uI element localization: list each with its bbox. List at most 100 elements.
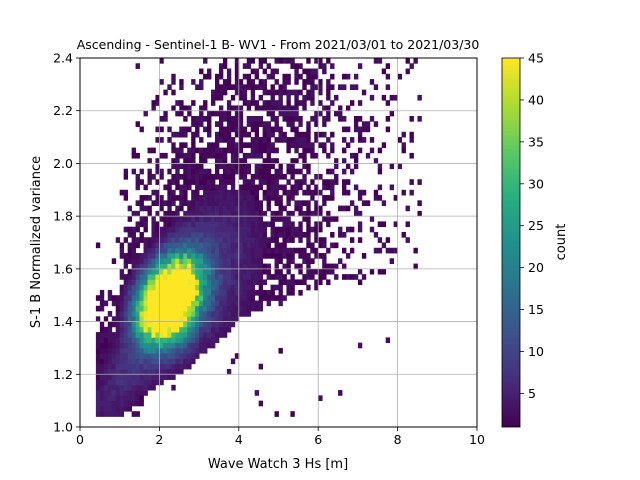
- heatmap-cell: [159, 263, 164, 270]
- heatmap-cell: [143, 390, 148, 396]
- heatmap-cell: [318, 253, 323, 259]
- heatmap-cell: [175, 184, 180, 191]
- heatmap-cell: [310, 210, 315, 217]
- heatmap-cell: [155, 126, 160, 133]
- heatmap-cell: [195, 163, 200, 170]
- heatmap-cell: [127, 284, 133, 291]
- heatmap-cell: [143, 268, 148, 275]
- heatmap-cell: [250, 253, 256, 259]
- heatmap-cell: [143, 363, 148, 370]
- heatmap-cell: [163, 226, 168, 233]
- heatmap-cell: [218, 205, 224, 212]
- heatmap-cell: [203, 173, 208, 180]
- heatmap-cell: [127, 311, 133, 317]
- heatmap-cell: [195, 184, 200, 191]
- heatmap-cell: [274, 226, 279, 233]
- heatmap-cell: [298, 152, 303, 159]
- heatmap-cell: [131, 279, 136, 286]
- heatmap-cell: [123, 237, 129, 243]
- heatmap-cell: [218, 332, 224, 338]
- heatmap-cell: [377, 237, 383, 243]
- heatmap-cell: [163, 311, 168, 317]
- heatmap-cell: [294, 231, 299, 238]
- heatmap-cell: [151, 374, 156, 380]
- heatmap-cell: [214, 221, 220, 228]
- heatmap-cell: [95, 342, 101, 349]
- heatmap-cell: [377, 168, 383, 175]
- heatmap-cell: [242, 200, 248, 206]
- heatmap-cell: [95, 374, 101, 380]
- heatmap-cell: [326, 94, 331, 101]
- heatmap-cell: [278, 274, 283, 280]
- heatmap-cell: [111, 411, 117, 417]
- heatmap-cell: [270, 189, 275, 196]
- heatmap-cell: [226, 300, 232, 307]
- heatmap-cell: [274, 210, 279, 217]
- heatmap-cell: [294, 115, 299, 122]
- heatmap-cell: [139, 316, 144, 322]
- heatmap-cell: [159, 205, 164, 212]
- heatmap-cell: [246, 121, 252, 127]
- heatmap-cell: [131, 411, 136, 417]
- heatmap-cell: [147, 374, 152, 380]
- heatmap-cell: [306, 205, 311, 212]
- heatmap-cell: [218, 284, 224, 291]
- heatmap-cell: [246, 152, 252, 159]
- heatmap-cell: [195, 84, 200, 91]
- heatmap-cell: [254, 137, 260, 143]
- heatmap-cell: [266, 205, 271, 212]
- heatmap-cell: [191, 268, 196, 275]
- heatmap-cell: [211, 300, 216, 307]
- heatmap-cell: [278, 84, 283, 91]
- heatmap-cell: [155, 274, 160, 280]
- heatmap-cell: [95, 390, 101, 396]
- heatmap-cell: [302, 274, 307, 280]
- heatmap-cell: [409, 179, 414, 185]
- heatmap-cell: [199, 305, 204, 312]
- heatmap-cell: [151, 332, 156, 338]
- heatmap-cell: [175, 311, 180, 317]
- heatmap-cell: [195, 231, 200, 238]
- heatmap-cell: [318, 110, 323, 117]
- colorbar-tick-label: 10: [528, 344, 544, 359]
- heatmap-cell: [183, 263, 188, 270]
- heatmap-cell: [218, 94, 224, 101]
- heatmap-cell: [278, 258, 283, 264]
- heatmap-cell: [99, 337, 105, 344]
- heatmap-cell: [342, 84, 347, 91]
- heatmap-cell: [234, 68, 240, 75]
- heatmap-cell: [127, 337, 133, 344]
- heatmap-cell: [230, 84, 236, 91]
- heatmap-cell: [179, 295, 184, 301]
- heatmap-cell: [250, 258, 256, 264]
- heatmap-cell: [314, 284, 319, 291]
- heatmap-cell: [238, 305, 244, 312]
- heatmap-cell: [143, 326, 148, 333]
- heatmap-cell: [191, 342, 196, 349]
- heatmap-cell: [353, 115, 359, 122]
- heatmap-cell: [238, 137, 244, 143]
- heatmap-cell: [175, 253, 180, 259]
- heatmap-cell: [234, 84, 240, 91]
- heatmap-cell: [143, 347, 148, 354]
- heatmap-cell: [203, 168, 208, 175]
- heatmap-cell: [183, 195, 188, 201]
- heatmap-cell: [199, 184, 204, 191]
- heatmap-cell: [357, 100, 363, 106]
- heatmap-cell: [143, 274, 148, 280]
- heatmap-cell: [222, 200, 228, 206]
- heatmap-cell: [357, 63, 363, 69]
- heatmap-cell: [262, 121, 267, 127]
- heatmap-cell: [326, 184, 331, 191]
- heatmap-cell: [131, 332, 136, 338]
- heatmap-cell: [338, 226, 343, 233]
- heatmap-cell: [234, 221, 240, 228]
- heatmap-cell: [238, 126, 244, 133]
- heatmap-cell: [163, 184, 168, 191]
- heatmap-cell: [171, 284, 176, 291]
- heatmap-cell: [230, 226, 236, 233]
- heatmap-cell: [246, 300, 252, 307]
- heatmap-cell: [258, 200, 264, 206]
- heatmap-cell: [191, 226, 196, 233]
- heatmap-cell: [381, 268, 387, 275]
